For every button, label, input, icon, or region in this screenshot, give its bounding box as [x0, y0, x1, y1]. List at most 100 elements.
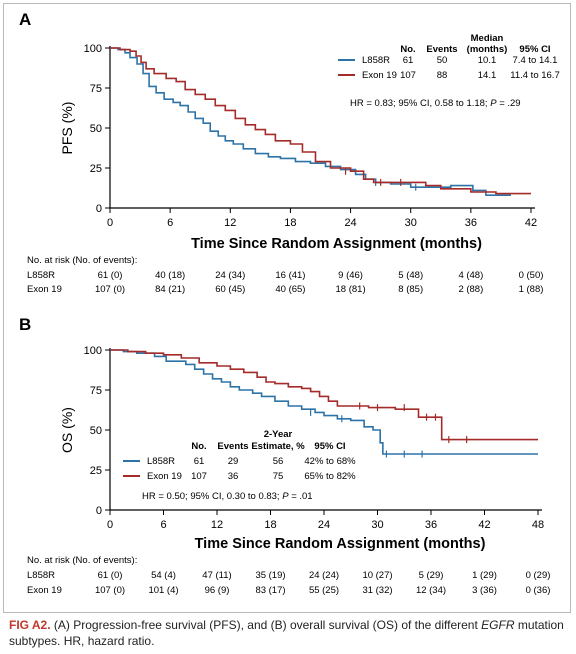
- at-risk-cell: 107 (0): [95, 585, 125, 596]
- legend-name: L858R: [362, 55, 390, 66]
- at-risk-cell: 96 (9): [205, 585, 230, 596]
- at-risk-cell: 47 (11): [202, 570, 231, 581]
- legend-cell-estimate: 56: [273, 456, 284, 467]
- series-line-l858r: [110, 349, 538, 455]
- x-axis-label: Time Since Random Assignment (months): [195, 536, 486, 552]
- y-tick-label: 50: [90, 425, 102, 437]
- at-risk-cell: 24 (34): [215, 270, 245, 281]
- legend-cell-events: 36: [228, 471, 239, 482]
- y-tick-label: 0: [96, 505, 102, 517]
- legend-cell-ci: 7.4 to 14.1: [513, 55, 558, 66]
- at-risk-cell: 18 (81): [336, 284, 366, 295]
- legend-cell-no: 61: [194, 456, 205, 467]
- legend-cell-estimate: 75: [273, 471, 284, 482]
- legend-cell-events: 50: [437, 55, 448, 66]
- at-risk-cell: 61 (0): [98, 570, 123, 581]
- y-tick-label: 25: [90, 163, 102, 175]
- x-tick-label: 36: [425, 519, 437, 531]
- at-risk-cell: 31 (32): [362, 585, 392, 596]
- y-axis-label: OS (%): [59, 407, 75, 453]
- legend-header-events: Events: [217, 441, 248, 452]
- at-risk-row-name: L858R: [27, 270, 55, 281]
- at-risk-cell: 60 (45): [215, 284, 245, 295]
- at-risk-cell: 84 (21): [155, 284, 185, 295]
- legend-cell-events: 29: [228, 456, 239, 467]
- at-risk-cell: 16 (41): [275, 270, 305, 281]
- at-risk-row-name: Exon 19: [27, 585, 62, 596]
- y-tick-label: 25: [90, 465, 102, 477]
- x-tick-label: 42: [478, 519, 490, 531]
- x-tick-label: 30: [371, 519, 383, 531]
- legend-header-events: Events: [426, 44, 457, 55]
- figure-frame: [3, 3, 571, 613]
- y-tick-label: 0: [96, 203, 102, 215]
- at-risk-row-name: Exon 19: [27, 284, 62, 295]
- legend-header-top: Median: [471, 33, 504, 44]
- at-risk-cell: 5 (29): [419, 570, 444, 581]
- hr-text: HR = 0.83; 95% CI, 0.58 to 1.18; P = .29: [350, 98, 521, 109]
- x-tick-label: 6: [160, 519, 166, 531]
- legend-header-no: No.: [191, 441, 206, 452]
- at-risk-cell: 12 (34): [416, 585, 446, 596]
- at-risk-cell: 3 (36): [472, 585, 497, 596]
- at-risk-cell: 9 (46): [338, 270, 363, 281]
- x-tick-label: 24: [318, 519, 330, 531]
- at-risk-cell: 1 (29): [472, 570, 497, 581]
- caption-text-after: mutation subtypes. HR, hazard ratio.: [9, 618, 564, 648]
- series-line-l858r: [110, 47, 511, 196]
- x-tick-label: 18: [264, 519, 276, 531]
- x-tick-label: 6: [167, 217, 173, 229]
- panel-b-label: B: [19, 315, 31, 334]
- at-risk-cell: 0 (50): [519, 270, 544, 281]
- at-risk-cell: 4 (48): [458, 270, 483, 281]
- legend-cell-median: 14.1: [478, 70, 497, 81]
- x-tick-label: 12: [224, 217, 236, 229]
- y-tick-label: 50: [90, 123, 102, 135]
- legend-name: Exon 19: [362, 70, 397, 81]
- at-risk-cell: 55 (25): [309, 585, 339, 596]
- legend-cell-ci: 11.4 to 16.7: [510, 70, 559, 81]
- y-tick-label: 100: [84, 345, 102, 357]
- x-tick-label: 12: [211, 519, 223, 531]
- legend-cell-ci: 42% to 68%: [304, 456, 356, 467]
- panel-a-label: A: [19, 10, 31, 29]
- legend-cell-no: 61: [403, 55, 414, 66]
- at-risk-title: No. at risk (No. of events):: [27, 555, 137, 566]
- legend-name: Exon 19: [147, 471, 182, 482]
- legend-cell-ci: 65% to 82%: [304, 471, 356, 482]
- caption-text-before: (A) Progression-free survival (PFS), and…: [50, 618, 482, 632]
- caption-emph: EGFR: [481, 618, 515, 632]
- legend-cell-no: 107: [191, 471, 207, 482]
- y-tick-label: 100: [84, 43, 102, 55]
- at-risk-cell: 24 (24): [309, 570, 339, 581]
- at-risk-cell: 101 (4): [148, 585, 178, 596]
- series-line-exon19: [110, 349, 538, 441]
- at-risk-cell: 1 (88): [519, 284, 544, 295]
- panel-b-chart: 0 25 50 75 100 0 6 12 18 24 30 36 42 48 OS (%) Time Sin…: [27, 345, 550, 596]
- caption-label: FIG A2.: [9, 618, 51, 632]
- at-risk-cell: 0 (29): [526, 570, 551, 581]
- legend-header-estimate: Estimate, %: [251, 441, 305, 452]
- x-tick-label: 24: [344, 217, 356, 229]
- y-tick-label: 75: [90, 385, 102, 397]
- at-risk-cell: 8 (85): [398, 284, 423, 295]
- x-tick-label: 30: [405, 217, 417, 229]
- legend-header-median: (months): [467, 44, 508, 55]
- hr-text: HR = 0.50; 95% CI, 0.30 to 0.83; P = .01: [142, 491, 313, 502]
- at-risk-cell: 35 (19): [255, 570, 285, 581]
- legend-name: L858R: [147, 456, 175, 467]
- y-tick-label: 75: [90, 83, 102, 95]
- legend-cell-median: 10.1: [478, 55, 497, 66]
- at-risk-cell: 40 (65): [275, 284, 305, 295]
- at-risk-cell: 107 (0): [95, 284, 125, 295]
- km-figure: A 0 25 50 75 100 0 6 12 18 24 30 36 42 PFS (%) Time Si…: [19, 10, 560, 596]
- legend-cell-events: 88: [437, 70, 448, 81]
- x-tick-label: 0: [107, 217, 113, 229]
- at-risk-cell: 10 (27): [362, 570, 392, 581]
- legend-cell-no: 107: [400, 70, 416, 81]
- legend-header-ci: 95% CI: [314, 441, 345, 452]
- legend-header-no: No.: [400, 44, 415, 55]
- at-risk-cell: 40 (18): [155, 270, 185, 281]
- x-tick-label: 48: [532, 519, 544, 531]
- at-risk-cell: 61 (0): [98, 270, 123, 281]
